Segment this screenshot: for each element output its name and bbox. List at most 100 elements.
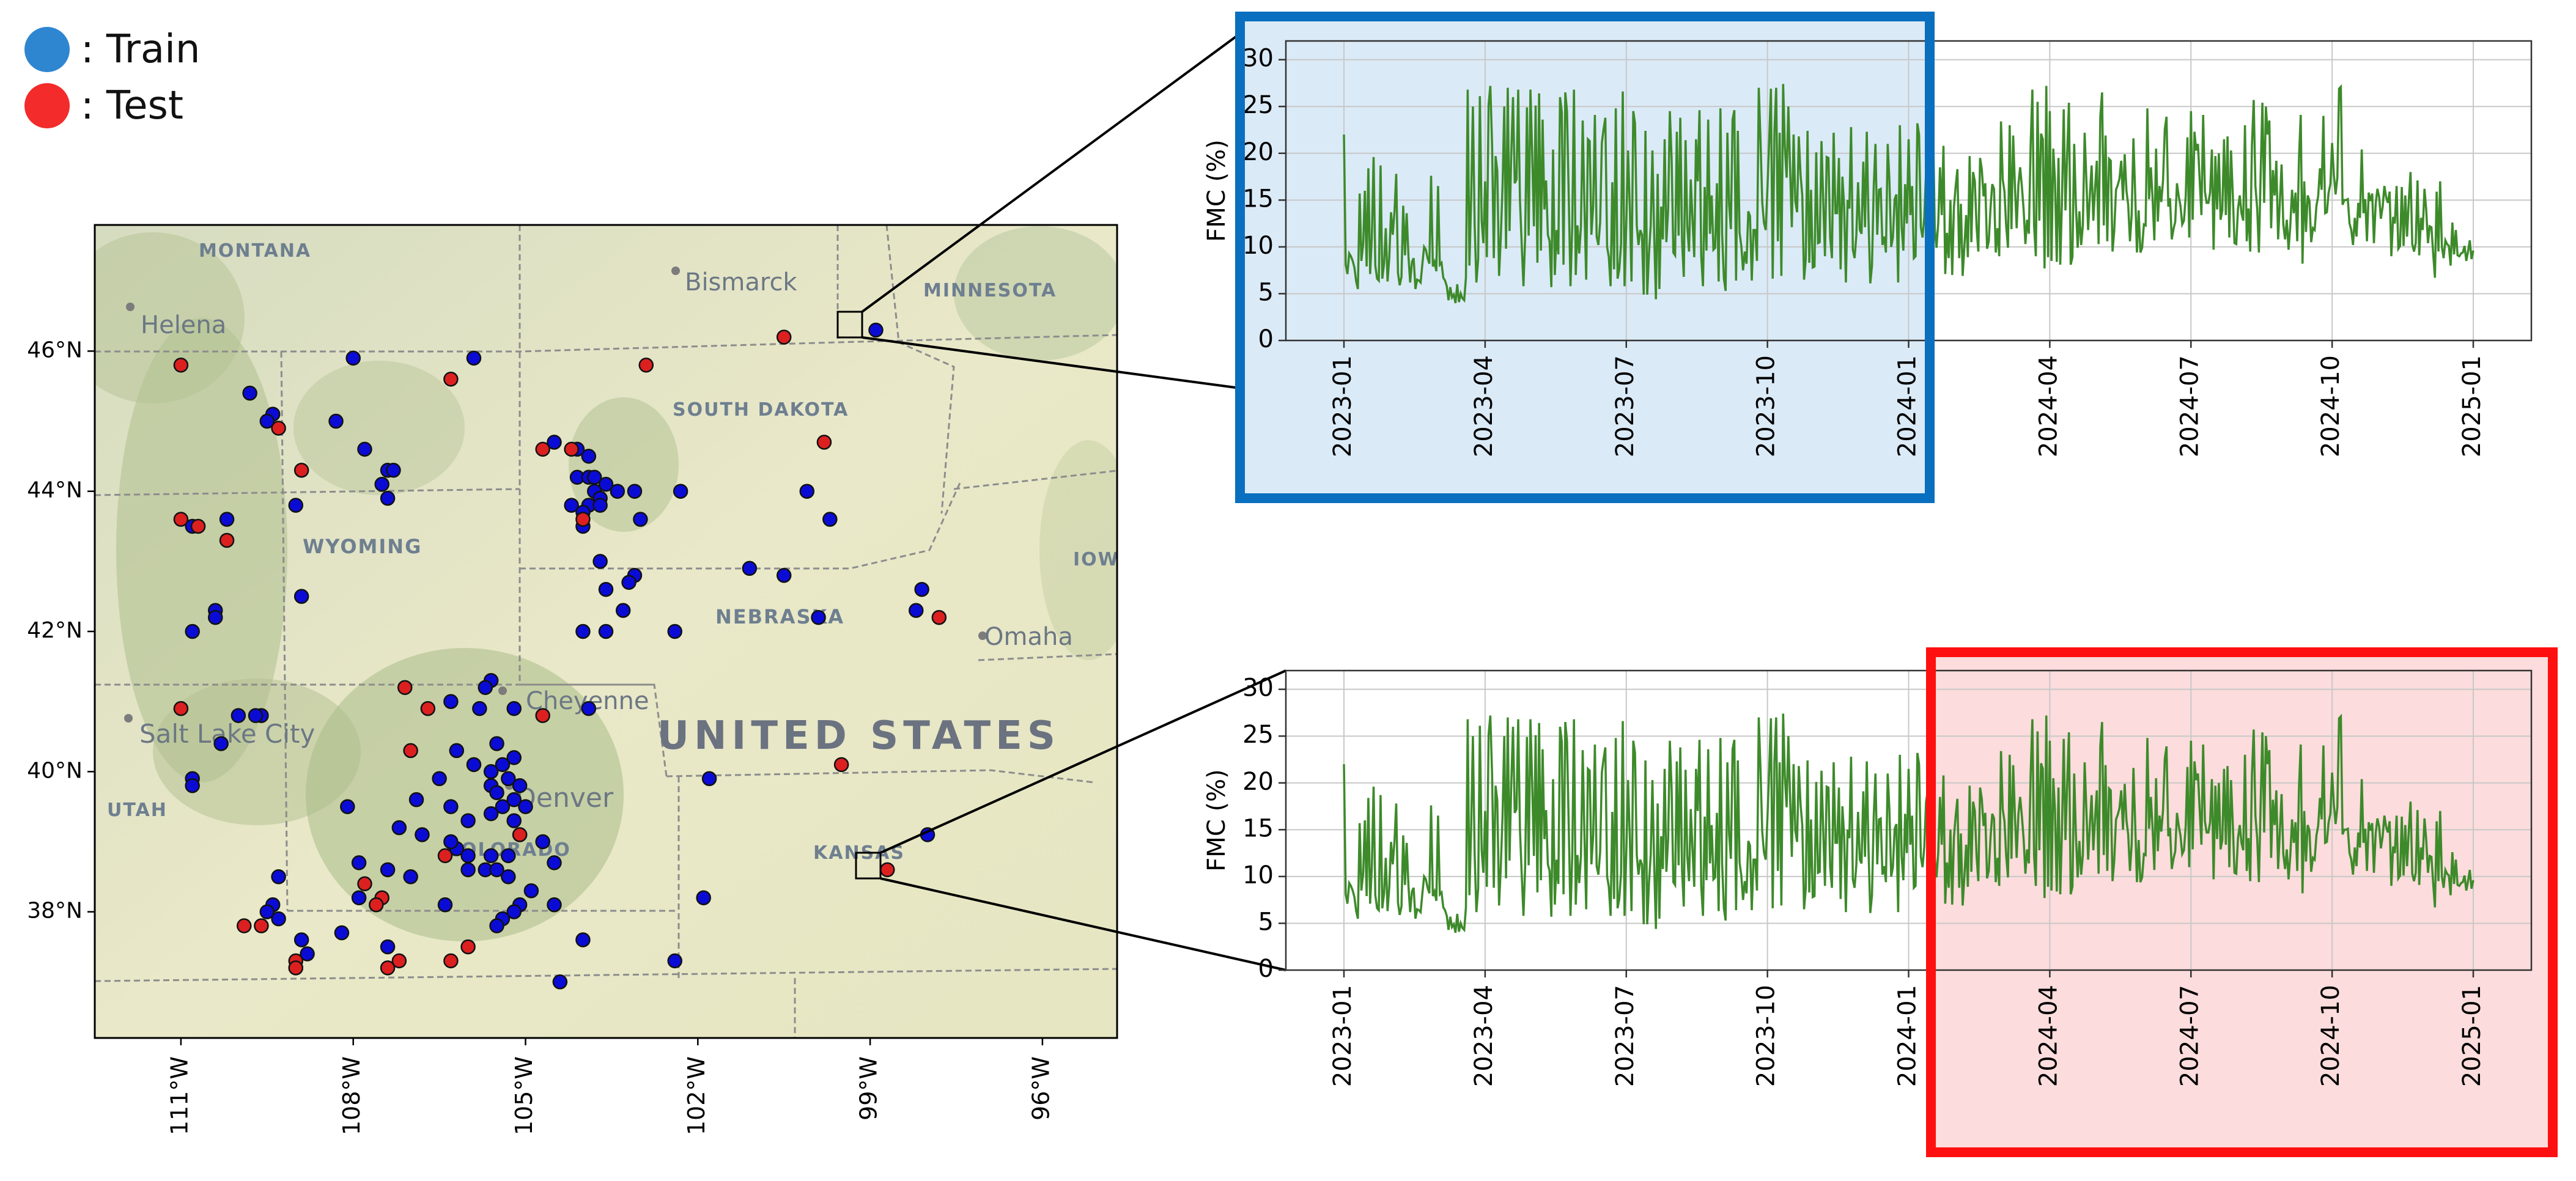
train-station-point [213, 736, 229, 751]
map-y-tick-label: 42°N [27, 618, 83, 643]
axis-ticks: 2023-01 2023-04 2023-07 2023-10 2024-01 2024-… [1242, 674, 2486, 1087]
test-station-point [535, 441, 550, 457]
train-station-point [483, 848, 499, 864]
train-station-point [437, 897, 453, 913]
test-station-point [931, 609, 947, 625]
train-station-point [380, 490, 396, 506]
legend-label-train: : Train [81, 27, 201, 72]
y-tick-label: 0 [1258, 325, 1274, 353]
train-station-point [489, 736, 504, 751]
map-y-ticks: 46°N 44°N 42°N 40°N 38°N [27, 337, 95, 924]
y-tick-label: 20 [1242, 138, 1274, 166]
legend-label-test: : Test [81, 83, 183, 128]
y-tick-label: 25 [1242, 721, 1274, 749]
train-station-point [598, 624, 614, 639]
fmc-series-line [1343, 713, 2475, 933]
train-station-point [231, 708, 246, 723]
train-station-box [836, 311, 863, 339]
train-station-point [185, 778, 200, 793]
map-x-tick-label: 99°W [855, 1056, 882, 1120]
map-x-tick-label: 105°W [511, 1056, 537, 1135]
x-tick-label: 2025-01 [2458, 985, 2486, 1087]
train-period-border [1235, 12, 1935, 503]
test-marker-icon [24, 83, 70, 128]
train-station-point [868, 322, 884, 338]
train-station-point [506, 792, 522, 808]
train-station-point [374, 476, 389, 492]
map-label: IOW [1073, 549, 1120, 570]
train-station-point [908, 603, 924, 618]
train-station-point [460, 813, 476, 828]
train-station-point [776, 568, 792, 583]
test-period-border [1926, 647, 2558, 1157]
map-points [173, 322, 947, 990]
y-tick-label: 10 [1242, 232, 1274, 260]
test-station-point [380, 960, 396, 976]
train-station-point [501, 848, 516, 864]
train-station-point [271, 911, 286, 927]
zoom-connectors [861, 32, 1286, 971]
train-station-point [380, 939, 396, 955]
train-station-point [506, 701, 522, 716]
x-tick-label: 2023-07 [1611, 355, 1639, 457]
map-label: Bismarck [685, 268, 797, 296]
test-station-point [420, 701, 436, 716]
train-station-point [621, 575, 637, 590]
train-station-point [443, 834, 459, 850]
x-tick-label: 2024-01 [1894, 985, 1922, 1087]
connector-line [880, 877, 1286, 971]
test-station-point [638, 358, 654, 373]
x-tick-label: 2023-04 [1470, 985, 1498, 1087]
y-axis-label: FMC (%) [1203, 139, 1231, 241]
train-station-point [627, 484, 643, 499]
x-tick-label: 2023-10 [1752, 355, 1781, 457]
train-station-point [518, 799, 533, 814]
city-markers [124, 267, 987, 790]
train-station-point [443, 799, 459, 814]
train-marker-icon [24, 27, 70, 72]
fmc-series-line [1343, 84, 2475, 304]
train-station-point [472, 701, 487, 716]
train-station-point [403, 869, 418, 885]
y-tick-label: 5 [1258, 908, 1274, 936]
test-station-point [512, 827, 528, 842]
train-station-point [523, 883, 539, 899]
test-station-point [403, 743, 418, 759]
map-x-tick-label: 108°W [338, 1056, 365, 1135]
test-station-point [391, 953, 407, 969]
train-station-point [466, 757, 482, 773]
test-station-point [219, 532, 235, 548]
test-station-point [173, 358, 189, 373]
train-station-point [592, 554, 608, 569]
train-station-point [552, 974, 568, 990]
map-x-tick-label: 102°W [683, 1056, 710, 1135]
test-timeseries-chart: 2023-01 2023-04 2023-07 2023-10 2024-01 2024-… [1203, 647, 2558, 1157]
train-station-point [547, 855, 562, 870]
x-tick-label: 2024-07 [2176, 985, 2204, 1087]
train-station-point [208, 609, 223, 625]
train-station-point [271, 869, 286, 885]
train-station-point [293, 932, 309, 947]
train-station-point [506, 904, 522, 919]
train-timeseries-chart: 2023-01 2023-04 2023-07 2023-10 2024-01 2024-… [1203, 12, 2533, 503]
test-station-point [288, 960, 304, 976]
train-station-point [259, 904, 275, 919]
train-station-point [219, 512, 235, 527]
map-x-ticks: 111°W 108°W 105°W 102°W 99°W 96°W [166, 1038, 1054, 1135]
y-tick-label: 30 [1242, 674, 1274, 702]
train-station-point [391, 820, 407, 836]
map-label: SOUTH DAKOTA [673, 399, 849, 421]
train-station-point [443, 694, 459, 709]
x-tick-label: 2024-10 [2317, 985, 2345, 1087]
map-label: UTAH [107, 800, 168, 821]
train-station-point [575, 932, 591, 947]
test-station-point [437, 848, 453, 864]
map-y-tick-label: 46°N [27, 337, 83, 362]
map-x-tick-label: 96°W [1027, 1056, 1054, 1120]
train-station-point [242, 385, 257, 401]
test-station-box [855, 852, 882, 880]
train-station-point [357, 441, 372, 457]
train-station-point [489, 918, 504, 933]
train-station-point [483, 806, 499, 822]
